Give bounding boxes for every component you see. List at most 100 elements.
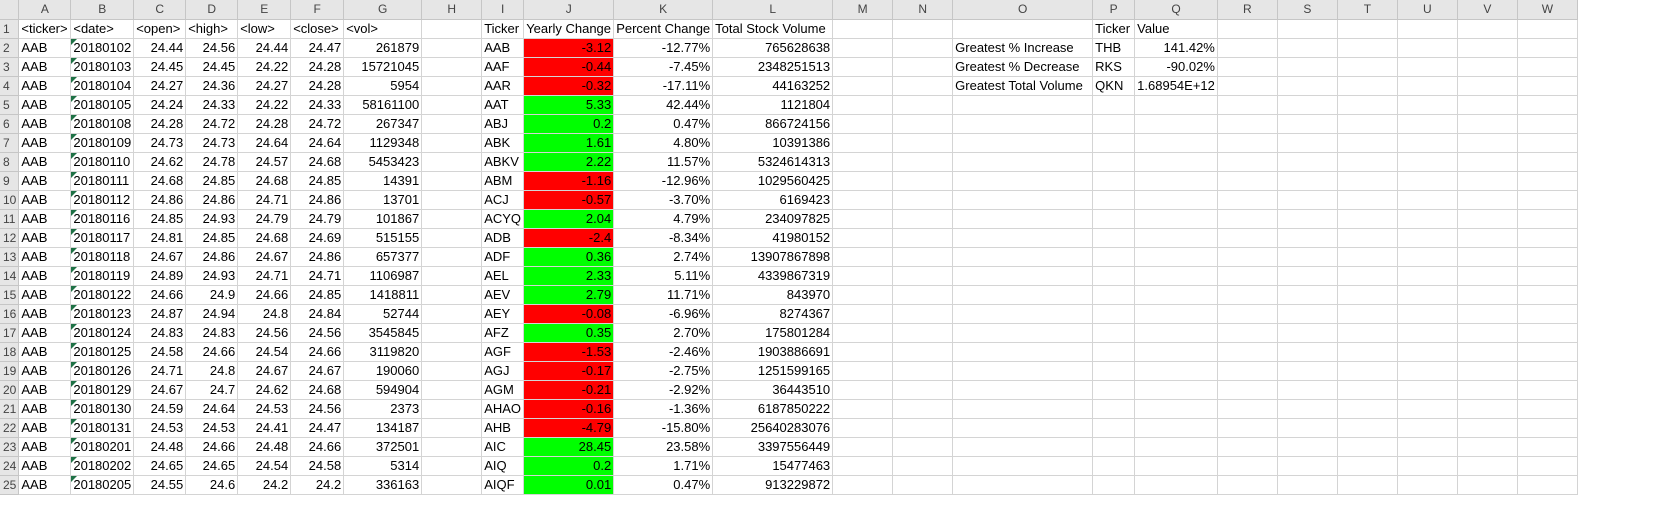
data-cell[interactable]: 20180110: [70, 152, 135, 172]
row-header[interactable]: 17: [0, 323, 20, 343]
data-cell[interactable]: 20180201: [70, 437, 135, 457]
cell[interactable]: [421, 266, 483, 286]
cell[interactable]: [1517, 38, 1578, 58]
cell[interactable]: [1457, 38, 1518, 58]
data-cell[interactable]: 5314: [343, 456, 423, 476]
cell[interactable]: [1277, 209, 1338, 229]
cell[interactable]: [892, 152, 954, 172]
row-header[interactable]: 22: [0, 418, 20, 438]
cell[interactable]: [1517, 304, 1578, 324]
data-cell[interactable]: 24.36: [185, 76, 239, 96]
data-cell[interactable]: 24.54: [237, 342, 292, 362]
row-header[interactable]: 25: [0, 475, 20, 495]
percent-change-cell[interactable]: 11.57%: [613, 152, 714, 172]
data-cell[interactable]: 24.56: [290, 399, 345, 419]
cell[interactable]: [421, 152, 483, 172]
ticker-cell[interactable]: AFZ: [481, 323, 525, 343]
total-volume-cell[interactable]: 6169423: [712, 190, 834, 210]
cell[interactable]: [1337, 361, 1398, 381]
cell[interactable]: [952, 456, 1094, 476]
row-header[interactable]: 20: [0, 380, 20, 400]
data-cell[interactable]: 20180122: [70, 285, 135, 305]
data-cell[interactable]: 24.64: [290, 133, 345, 153]
yearly-change-cell[interactable]: 0.2: [523, 456, 615, 476]
cell[interactable]: [1397, 418, 1458, 438]
cell[interactable]: [892, 228, 954, 248]
data-cell[interactable]: 24.68: [290, 380, 345, 400]
cell[interactable]: [1397, 76, 1458, 96]
data-cell[interactable]: AAB: [18, 76, 72, 96]
cell[interactable]: [1277, 380, 1338, 400]
cell[interactable]: [1217, 361, 1278, 381]
cell[interactable]: [1457, 380, 1518, 400]
cell[interactable]: [892, 475, 954, 495]
data-cell[interactable]: 20180126: [70, 361, 135, 381]
data-cell[interactable]: AAB: [18, 456, 72, 476]
data-cell[interactable]: 24.55: [133, 475, 187, 495]
row-header[interactable]: 24: [0, 456, 20, 476]
cell[interactable]: [1457, 399, 1518, 419]
cell[interactable]: [1337, 76, 1398, 96]
summary-header-cell[interactable]: Yearly Change: [523, 19, 615, 39]
cell[interactable]: [1517, 399, 1578, 419]
cell[interactable]: [1337, 285, 1398, 305]
cell[interactable]: [421, 38, 483, 58]
cell[interactable]: [421, 418, 483, 438]
cell[interactable]: [1092, 95, 1136, 115]
greatest-value-cell[interactable]: 1.68954E+12: [1134, 76, 1218, 96]
yearly-change-cell[interactable]: 1.61: [523, 133, 615, 153]
data-cell[interactable]: 24.48: [237, 437, 292, 457]
cell[interactable]: [1277, 171, 1338, 191]
cell[interactable]: [1277, 361, 1338, 381]
cell[interactable]: [952, 114, 1094, 134]
cell[interactable]: [952, 418, 1094, 438]
cell[interactable]: [892, 361, 954, 381]
data-cell[interactable]: 24.56: [185, 38, 239, 58]
cell[interactable]: [1337, 228, 1398, 248]
cell[interactable]: [832, 152, 894, 172]
cell[interactable]: [1092, 114, 1136, 134]
data-cell[interactable]: 24.67: [290, 361, 345, 381]
total-volume-cell[interactable]: 44163252: [712, 76, 834, 96]
data-cell[interactable]: 24.33: [290, 95, 345, 115]
cell[interactable]: [1517, 456, 1578, 476]
cell[interactable]: [1397, 190, 1458, 210]
cell[interactable]: [1277, 285, 1338, 305]
cell[interactable]: [1397, 285, 1458, 305]
cell[interactable]: [1134, 152, 1218, 172]
yearly-change-cell[interactable]: -0.32: [523, 76, 615, 96]
row-header[interactable]: 5: [0, 95, 20, 115]
greatest-header-ticker[interactable]: Ticker: [1092, 19, 1136, 39]
data-cell[interactable]: 24.86: [133, 190, 187, 210]
cell[interactable]: [421, 323, 483, 343]
data-cell[interactable]: 24.78: [185, 152, 239, 172]
cell[interactable]: [1517, 57, 1578, 77]
data-cell[interactable]: 24.83: [133, 323, 187, 343]
cell[interactable]: [1277, 418, 1338, 438]
cell[interactable]: [1134, 285, 1218, 305]
cell[interactable]: [1517, 190, 1578, 210]
cell[interactable]: [1337, 95, 1398, 115]
cell[interactable]: [1397, 475, 1458, 495]
data-cell[interactable]: 261879: [343, 38, 423, 58]
total-volume-cell[interactable]: 5324614313: [712, 152, 834, 172]
ticker-cell[interactable]: AHAO: [481, 399, 525, 419]
total-volume-cell[interactable]: 1903886691: [712, 342, 834, 362]
data-cell[interactable]: 24.66: [133, 285, 187, 305]
cell[interactable]: [1277, 437, 1338, 457]
cell[interactable]: [1217, 323, 1278, 343]
cell[interactable]: [421, 437, 483, 457]
cell[interactable]: [1457, 114, 1518, 134]
cell[interactable]: [1092, 228, 1136, 248]
cell[interactable]: [1397, 380, 1458, 400]
data-cell[interactable]: 24.89: [133, 266, 187, 286]
data-cell[interactable]: 24.6: [185, 475, 239, 495]
column-header-k[interactable]: K: [613, 0, 714, 20]
cell[interactable]: [952, 361, 1094, 381]
percent-change-cell[interactable]: -2.75%: [613, 361, 714, 381]
total-volume-cell[interactable]: 6187850222: [712, 399, 834, 419]
cell[interactable]: [892, 114, 954, 134]
cell[interactable]: [952, 209, 1094, 229]
row-header[interactable]: 15: [0, 285, 20, 305]
cell[interactable]: [1337, 380, 1398, 400]
